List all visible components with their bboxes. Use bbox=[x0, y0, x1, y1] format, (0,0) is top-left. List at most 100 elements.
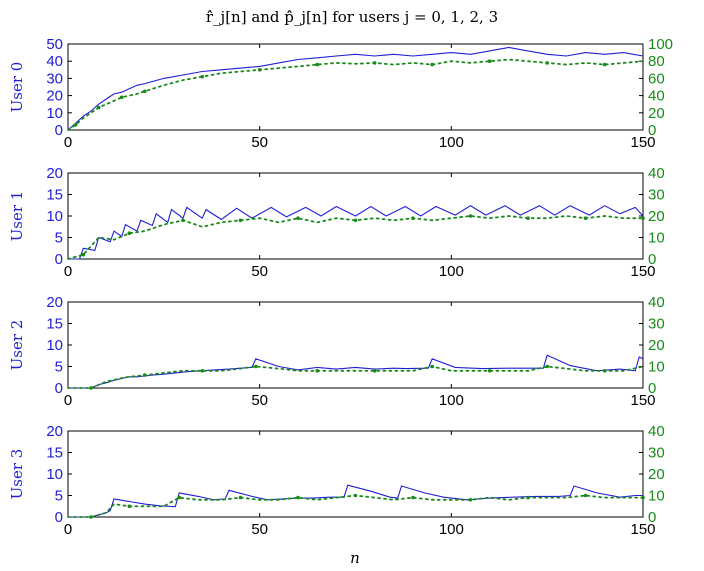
y-tick-left-label: 20 bbox=[46, 88, 63, 105]
series-point bbox=[468, 214, 473, 218]
series-point bbox=[545, 364, 549, 369]
series-point bbox=[526, 216, 530, 220]
y-tick-right-label: 10 bbox=[648, 488, 665, 505]
y-tick-right-label: 20 bbox=[648, 208, 665, 225]
series-point bbox=[296, 216, 300, 220]
y-tick-right-label: 60 bbox=[648, 70, 665, 87]
x-axis-label: n bbox=[350, 549, 360, 567]
y-tick-left-label: 0 bbox=[55, 380, 63, 397]
y-tick-right-label: 30 bbox=[648, 187, 665, 204]
series-point bbox=[142, 89, 147, 94]
series-point bbox=[142, 373, 147, 377]
y-tick-right-label: 80 bbox=[648, 53, 665, 70]
y-tick-left-label: 30 bbox=[46, 70, 63, 87]
series-point bbox=[127, 231, 132, 235]
x-tick-label: 100 bbox=[439, 392, 464, 409]
series-point bbox=[641, 216, 645, 220]
series-point bbox=[372, 369, 377, 373]
y-tick-left-label: 40 bbox=[46, 53, 63, 70]
y-tick-right-label: 10 bbox=[648, 359, 665, 376]
y-axis-label: User 1 bbox=[8, 191, 26, 242]
series-point bbox=[545, 61, 549, 65]
y-tick-left-label: 20 bbox=[46, 165, 63, 182]
y-tick-right-label: 0 bbox=[648, 380, 656, 397]
y-tick-left-label: 0 bbox=[55, 251, 63, 268]
series-point bbox=[487, 59, 492, 63]
y-tick-left-label: 20 bbox=[46, 294, 63, 311]
y-tick-right-label: 0 bbox=[648, 122, 656, 139]
series-line-right bbox=[67, 58, 644, 131]
series-line-right bbox=[67, 494, 644, 518]
y-axis-label: User 3 bbox=[8, 449, 26, 500]
series-point bbox=[353, 218, 358, 223]
y-tick-left-label: 5 bbox=[55, 359, 63, 376]
y-tick-right-label: 40 bbox=[648, 88, 665, 105]
plot-frame bbox=[67, 430, 644, 518]
x-tick-label: 150 bbox=[630, 263, 655, 280]
series-point bbox=[200, 369, 204, 373]
series-point bbox=[238, 495, 243, 500]
y-tick-left-label: 20 bbox=[46, 423, 63, 440]
series-point bbox=[430, 62, 435, 67]
series-line-left bbox=[68, 205, 644, 260]
series-point bbox=[238, 218, 243, 223]
y-tick-left-label: 50 bbox=[46, 36, 63, 53]
y-tick-left-label: 5 bbox=[55, 488, 63, 505]
y-tick-left-label: 10 bbox=[46, 208, 63, 225]
x-tick-label: 0 bbox=[64, 392, 72, 409]
y-tick-right-label: 30 bbox=[648, 445, 665, 462]
y-tick-right-label: 40 bbox=[648, 165, 665, 182]
series-point bbox=[487, 369, 492, 373]
x-tick-label: 150 bbox=[630, 134, 655, 151]
series-point bbox=[177, 495, 181, 500]
series-point bbox=[353, 493, 358, 498]
y-tick-right-label: 100 bbox=[648, 36, 673, 53]
y-tick-right-label: 0 bbox=[648, 509, 656, 526]
x-tick-label: 100 bbox=[439, 263, 464, 280]
y-tick-left-label: 15 bbox=[46, 316, 63, 333]
series-point bbox=[315, 62, 320, 67]
series-line-left bbox=[67, 46, 644, 131]
plot-frame bbox=[67, 43, 644, 131]
series-point bbox=[602, 369, 607, 373]
x-tick-label: 0 bbox=[64, 521, 72, 538]
chart-title: r̂̂_j[n] and p̂̂_j[n] for users j = 0, 1… bbox=[206, 8, 498, 26]
y-tick-right-label: 10 bbox=[648, 230, 665, 247]
series-point bbox=[583, 493, 588, 498]
x-tick-label: 50 bbox=[251, 392, 268, 409]
series-point bbox=[602, 62, 607, 67]
series-point bbox=[372, 61, 377, 65]
y-tick-right-label: 30 bbox=[648, 316, 665, 333]
x-tick-label: 0 bbox=[64, 263, 72, 280]
x-tick-label: 150 bbox=[630, 392, 655, 409]
series-point bbox=[257, 68, 262, 72]
series-point bbox=[73, 123, 78, 127]
x-tick-label: 0 bbox=[64, 134, 72, 151]
x-tick-label: 100 bbox=[439, 134, 464, 151]
y-tick-right-label: 40 bbox=[648, 423, 665, 440]
series-point bbox=[411, 495, 415, 500]
series-point bbox=[641, 495, 645, 500]
series-point bbox=[127, 504, 132, 509]
series-point bbox=[119, 95, 124, 100]
y-tick-left-label: 5 bbox=[55, 230, 63, 247]
y-tick-right-label: 0 bbox=[648, 251, 656, 268]
y-tick-right-label: 20 bbox=[648, 337, 665, 354]
series-point bbox=[296, 495, 300, 500]
series-point bbox=[315, 369, 320, 373]
series-point bbox=[254, 364, 258, 369]
x-tick-label: 150 bbox=[630, 521, 655, 538]
y-tick-left-label: 10 bbox=[46, 337, 63, 354]
y-tick-left-label: 0 bbox=[55, 509, 63, 526]
y-tick-left-label: 10 bbox=[46, 466, 63, 483]
y-tick-left-label: 15 bbox=[46, 445, 63, 462]
y-axis-label: User 2 bbox=[8, 320, 26, 371]
series-point bbox=[89, 386, 93, 390]
series-line-left bbox=[68, 484, 643, 518]
